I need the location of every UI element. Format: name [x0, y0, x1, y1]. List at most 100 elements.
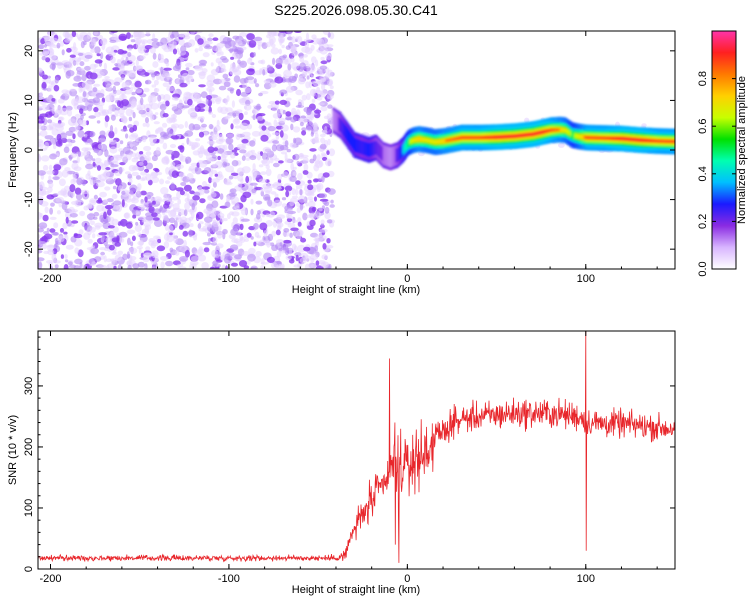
- noise-blob: [212, 253, 220, 258]
- noise-blob: [140, 252, 144, 258]
- noise-blob: [160, 131, 167, 137]
- noise-blob: [289, 232, 293, 238]
- noise-blob: [83, 264, 88, 269]
- noise-blob: [59, 158, 68, 166]
- ridge-cell: [405, 141, 408, 150]
- noise-blob: [211, 114, 217, 118]
- noise-blob: [171, 117, 176, 123]
- noise-blob: [77, 67, 86, 72]
- noise-blob: [160, 261, 165, 269]
- noise-blob: [239, 78, 247, 84]
- ridge-cell: [482, 136, 485, 139]
- ridge-cell: [525, 133, 528, 137]
- noise-blob: [172, 65, 181, 72]
- noise-blob: [70, 152, 78, 158]
- noise-blob: [158, 53, 164, 60]
- ridge-cell: [617, 137, 620, 140]
- noise-blob: [313, 178, 319, 183]
- noise-blob: [63, 146, 70, 154]
- noise-blob: [105, 83, 113, 91]
- noise-blob: [212, 236, 218, 245]
- noise-blob: [179, 216, 188, 224]
- ridge-cell: [453, 137, 456, 141]
- noise-blob: [149, 136, 157, 144]
- noise-blob: [188, 123, 195, 131]
- noise-blob: [94, 46, 101, 54]
- noise-blob: [120, 128, 128, 132]
- ridge-cell: [508, 135, 510, 138]
- noise-blob: [92, 87, 98, 93]
- noise-blob: [145, 80, 149, 85]
- noise-blob: [111, 251, 118, 255]
- noise-blob: [305, 122, 314, 130]
- noise-blob: [69, 213, 78, 218]
- ridge-cell: [630, 138, 633, 141]
- noise-blob: [198, 71, 207, 76]
- noise-blob: [201, 186, 210, 190]
- noise-blob: [186, 69, 195, 76]
- ridge-cell: [389, 147, 392, 168]
- ridge-cell: [652, 139, 655, 143]
- noise-blob: [202, 225, 208, 232]
- ridge-cell: [536, 131, 539, 135]
- colorbar-tick-label: 0.0: [697, 261, 709, 276]
- noise-blob: [166, 127, 174, 135]
- noise-blob: [139, 103, 146, 110]
- noise-blob: [276, 214, 286, 219]
- noise-blob: [211, 155, 217, 159]
- ridge-cell: [538, 131, 540, 135]
- noise-blob: [291, 107, 297, 115]
- noise-blob: [176, 102, 185, 110]
- noise-blob: [236, 47, 244, 55]
- noise-blob: [136, 245, 143, 250]
- ridge-cell: [390, 147, 393, 167]
- noise-blob: [122, 116, 128, 124]
- ridge-cell: [542, 130, 545, 134]
- colorbar-tick-label: 0.6: [697, 119, 709, 134]
- ridge-cell: [500, 135, 503, 139]
- ridge-cell: [392, 146, 395, 167]
- noise-blob: [128, 69, 137, 78]
- noise-blob: [321, 175, 325, 183]
- noise-blob: [152, 200, 156, 205]
- noise-blob: [73, 265, 81, 269]
- x-tick-label: -100: [218, 273, 240, 285]
- noise-blob: [112, 226, 119, 233]
- noise-blob: [177, 74, 182, 79]
- noise-blob: [69, 184, 76, 193]
- noise-blob: [278, 160, 284, 164]
- ridge-cell: [566, 129, 569, 135]
- noise-blob: [232, 217, 238, 225]
- noise-blob: [295, 231, 302, 239]
- ridge-cell: [438, 139, 440, 145]
- ridge-cell: [673, 140, 675, 143]
- ridge-cell: [587, 136, 590, 139]
- noise-blob: [219, 254, 226, 261]
- noise-blob: [151, 84, 157, 88]
- noise-blob: [127, 47, 133, 52]
- ridge-cell: [670, 140, 673, 143]
- noise-blob: [179, 190, 185, 196]
- noise-blob: [127, 173, 133, 179]
- noise-blob: [203, 247, 210, 253]
- noise-blob: [307, 184, 314, 191]
- noise-blob: [38, 132, 42, 137]
- noise-blob: [263, 79, 271, 84]
- noise-blob: [212, 181, 217, 188]
- noise-blob: [50, 138, 56, 145]
- noise-blob: [245, 157, 250, 161]
- noise-blob: [230, 152, 236, 159]
- noise-blob: [177, 198, 182, 205]
- noise-blob: [80, 189, 90, 195]
- noise-blob: [117, 49, 125, 55]
- ridge-cell: [420, 137, 423, 142]
- noise-blob: [218, 138, 227, 142]
- noise-blob: [320, 105, 328, 112]
- noise-blob: [148, 238, 156, 243]
- colorbar: 0.0 0.2 0.4 0.6 0.8 Normalized spectral ampl…: [697, 30, 748, 277]
- noise-blob: [83, 205, 89, 211]
- noise-blob: [74, 247, 80, 254]
- noise-blob: [229, 211, 235, 216]
- noise-blob: [157, 238, 162, 244]
- noise-blob: [39, 113, 49, 118]
